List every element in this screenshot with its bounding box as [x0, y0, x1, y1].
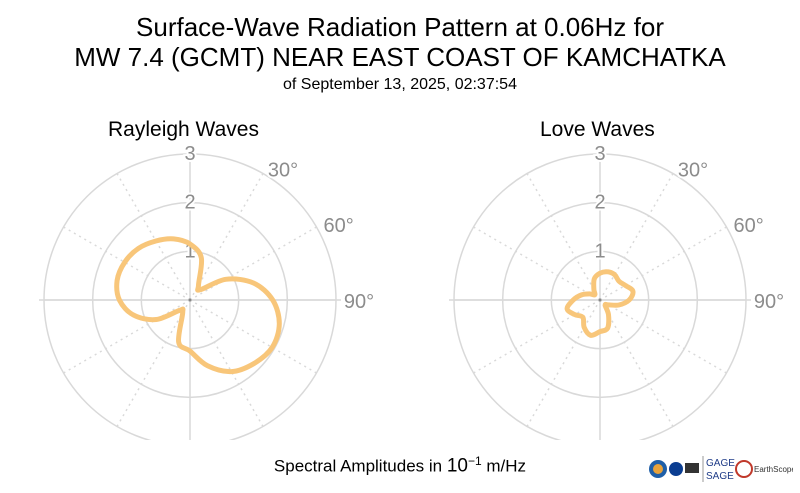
radial-tick-label: 3: [184, 143, 195, 165]
polar-spoke-line: [599, 173, 674, 301]
polar-center-dot: [598, 298, 602, 302]
sponsor-logos-graphic: GAGE SAGE EarthScope: [649, 456, 796, 482]
nasa-logo-icon: [669, 462, 683, 476]
polar-spoke-line: [116, 173, 191, 301]
gage-logo-text: GAGE: [706, 458, 735, 469]
radial-tick-label: 1: [594, 240, 605, 262]
polar-spoke-line: [473, 226, 601, 301]
theta-tick-label: 60°: [733, 215, 763, 237]
theta-tick-label: 30°: [678, 160, 708, 182]
love-title: Love Waves: [540, 118, 655, 141]
love-panel: Love Waves 1 2 3 30° 60° 90°: [410, 100, 800, 440]
sponsor-logos: GAGE SAGE EarthScope: [648, 452, 796, 486]
polar-spoke-line: [189, 299, 264, 427]
polar-spoke-line: [473, 299, 601, 374]
theta-tick-label: 90°: [754, 291, 784, 313]
love-polar-plot: 1 2 3 30° 60° 90°: [449, 141, 786, 440]
usgs-logo-icon: [685, 463, 699, 473]
caption-prefix: Spectral Amplitudes in: [273, 456, 447, 476]
chart-title-line1: Surface-Wave Radiation Pattern at 0.06Hz…: [136, 12, 664, 42]
radiation-pattern-line: [564, 269, 636, 338]
polar-spoke-line: [189, 299, 317, 374]
chart-title-line2: MW 7.4 (GCMT) NEAR EAST COAST OF KAMCHAT…: [74, 42, 726, 72]
polar-center-dot: [188, 298, 192, 302]
polar-spoke-line: [63, 299, 191, 374]
theta-tick-label: 90°: [344, 291, 374, 313]
rayleigh-title: Rayleigh Waves: [108, 118, 259, 141]
polar-spoke-line: [599, 299, 674, 427]
radial-tick-label: 2: [184, 192, 195, 214]
polar-spoke-line: [526, 299, 601, 427]
amplitude-units-caption: Spectral Amplitudes in 10−1 m/Hz: [0, 454, 800, 478]
polar-spoke-line: [599, 226, 727, 301]
theta-tick-label: 30°: [268, 160, 298, 182]
earthscope-logo-icon: [735, 460, 753, 478]
nsf-logo-inner: [653, 464, 663, 474]
polar-spoke-line: [116, 299, 191, 427]
caption-base: 10: [446, 455, 468, 477]
sage-logo-text: SAGE: [706, 471, 734, 482]
chart-subtitle: of September 13, 2025, 02:37:54: [283, 76, 517, 93]
caption-unit: m/Hz: [481, 456, 527, 476]
caption-exponent: −1: [467, 454, 482, 468]
polar-spoke-line: [189, 226, 317, 301]
polar-spoke-line: [526, 173, 601, 301]
theta-tick-label: 60°: [323, 215, 353, 237]
radial-tick-label: 3: [594, 143, 605, 165]
polar-spoke-line: [189, 173, 264, 301]
rayleigh-panel: Rayleigh Waves 1 2 3 30° 60° 90°: [0, 100, 400, 440]
radial-tick-label: 2: [594, 192, 605, 214]
earthscope-logo-text: EarthScope: [754, 465, 793, 474]
polar-spoke-line: [599, 299, 727, 374]
radiation-pattern-line: [114, 236, 282, 375]
